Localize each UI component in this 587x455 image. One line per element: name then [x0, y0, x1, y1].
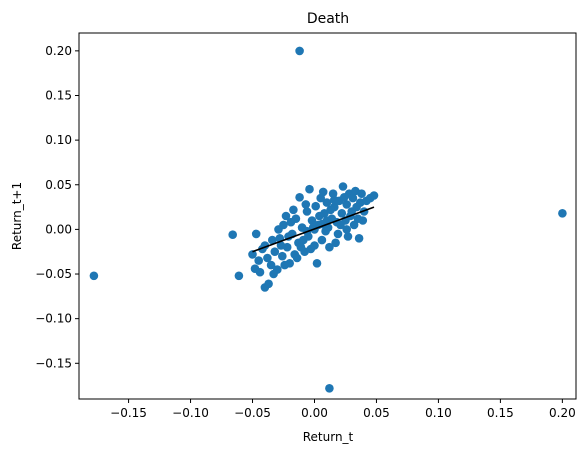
- data-point: [305, 184, 314, 194]
- data-point: [295, 46, 304, 56]
- plot-frame: [78, 32, 577, 400]
- data-point: [251, 229, 261, 239]
- y-tick-label: 0.15: [45, 88, 72, 102]
- data-point: [269, 269, 278, 279]
- x-tick-label: 0.20: [549, 406, 576, 420]
- data-point: [333, 229, 343, 239]
- data-point: [280, 260, 290, 270]
- data-point: [254, 256, 263, 265]
- data-point: [312, 259, 322, 268]
- regression-line: [252, 206, 375, 253]
- data-point: [255, 267, 265, 277]
- data-point: [278, 251, 287, 261]
- data-point: [321, 226, 330, 236]
- x-tick-label: −0.15: [110, 406, 147, 420]
- data-point: [343, 232, 353, 241]
- data-point: [354, 234, 364, 243]
- data-point: [336, 220, 345, 230]
- data-point: [276, 241, 286, 250]
- data-point: [263, 253, 272, 263]
- x-axis: −0.15 −0.10 −0.05 0.00 0.05 0.10 0.15 0.20: [110, 399, 576, 420]
- data-point: [339, 193, 349, 202]
- data-point: [286, 217, 296, 227]
- data-point: [338, 182, 348, 191]
- data-point: [317, 235, 327, 245]
- data-point: [337, 209, 347, 218]
- data-point: [331, 238, 340, 248]
- x-tick-label: 0.00: [301, 406, 328, 420]
- data-point: [342, 225, 352, 234]
- data-point: [315, 211, 324, 221]
- data-point: [289, 205, 298, 215]
- data-point: [274, 225, 283, 234]
- data-point: [311, 201, 321, 211]
- y-tick-label: 0.20: [45, 44, 72, 58]
- data-point: [358, 216, 368, 225]
- data-point: [369, 191, 379, 200]
- y-tick-label: −0.10: [35, 312, 72, 326]
- x-tick-label: 0.15: [487, 406, 514, 420]
- data-point: [299, 235, 308, 245]
- data-point: [330, 195, 339, 205]
- data-point: [234, 271, 244, 281]
- data-point: [307, 216, 317, 225]
- data-point: [268, 235, 277, 245]
- data-point: [349, 220, 359, 230]
- data-point: [357, 189, 366, 198]
- y-axis: −0.15 −0.10 −0.05 0.00 0.05 0.10 0.15 0.20: [35, 44, 79, 370]
- y-tick-label: −0.05: [35, 267, 72, 281]
- data-point: [266, 260, 276, 270]
- data-point: [89, 271, 99, 281]
- x-axis-label: Return_t: [303, 430, 354, 444]
- x-tick-label: −0.05: [234, 406, 271, 420]
- data-point: [296, 242, 306, 252]
- y-tick-label: 0.00: [45, 222, 72, 236]
- y-axis-label: Return_t+1: [10, 182, 24, 250]
- data-point: [302, 207, 312, 216]
- y-tick-label: 0.10: [45, 133, 72, 147]
- data-point: [325, 384, 334, 393]
- data-point: [348, 193, 358, 203]
- data-point: [342, 200, 352, 209]
- data-point: [228, 230, 237, 239]
- data-point: [292, 253, 302, 263]
- plot-area: [89, 46, 567, 393]
- x-tick-label: −0.10: [172, 406, 209, 420]
- data-point: [326, 205, 335, 215]
- data-point: [301, 200, 311, 209]
- chart-title: Death: [307, 11, 349, 27]
- data-point: [270, 247, 280, 256]
- data-point: [264, 279, 273, 289]
- data-point: [325, 242, 334, 252]
- data-point: [322, 198, 332, 207]
- data-point: [306, 244, 316, 254]
- y-tick-label: −0.15: [35, 356, 72, 370]
- data-point: [558, 209, 567, 218]
- x-tick-label: 0.10: [425, 406, 452, 420]
- data-point: [295, 193, 304, 202]
- y-tick-label: 0.05: [45, 178, 72, 192]
- data-point: [318, 187, 328, 197]
- x-tick-label: 0.05: [363, 406, 390, 420]
- data-point: [281, 211, 291, 221]
- data-point: [248, 250, 257, 259]
